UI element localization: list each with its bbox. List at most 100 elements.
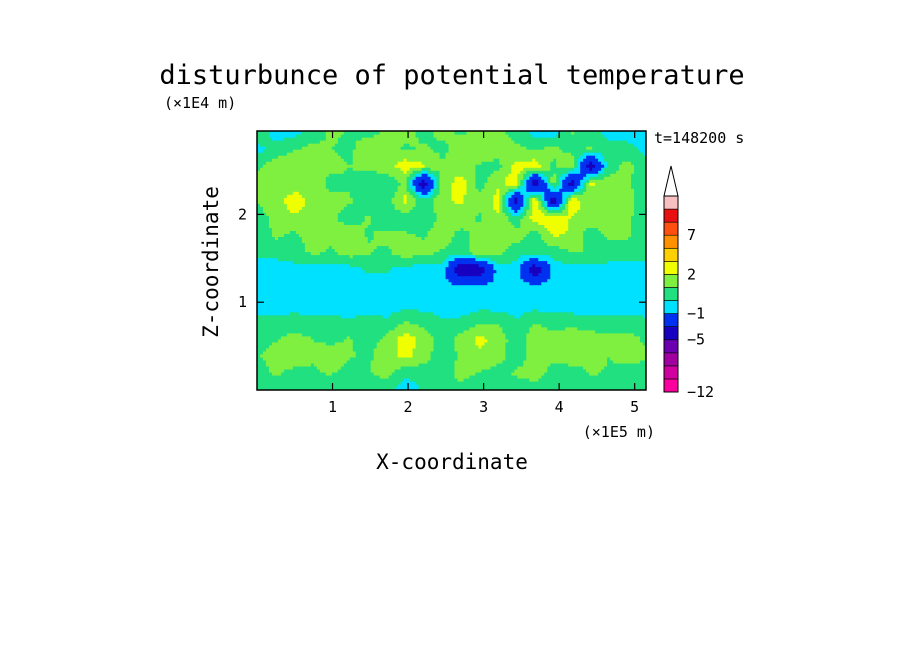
field-cell xyxy=(448,368,453,373)
field-cell xyxy=(574,326,578,331)
field-cell xyxy=(565,341,569,346)
field-cell xyxy=(604,305,608,310)
field-cell xyxy=(433,314,438,319)
field-cell xyxy=(265,380,270,385)
field-cell xyxy=(604,356,608,361)
field-cell xyxy=(505,323,509,328)
field-cell xyxy=(541,326,545,331)
field-cell xyxy=(370,335,375,340)
field-cell xyxy=(328,317,333,322)
field-cell xyxy=(601,302,605,307)
field-cell xyxy=(475,317,480,322)
field-cell xyxy=(415,317,420,322)
field-cell xyxy=(589,305,593,310)
field-cell xyxy=(289,374,294,379)
field-cell xyxy=(556,353,560,358)
field-cell xyxy=(418,335,423,340)
field-cell xyxy=(307,347,312,352)
field-cell xyxy=(466,326,471,331)
field-cell xyxy=(598,320,602,325)
field-cell xyxy=(274,341,279,346)
field-cell xyxy=(616,299,620,304)
field-cell xyxy=(499,362,503,367)
field-cell xyxy=(385,374,390,379)
field-cell xyxy=(574,350,578,355)
field-cell xyxy=(271,287,276,292)
field-cell xyxy=(619,362,623,367)
field-cell xyxy=(370,359,375,364)
field-cell xyxy=(370,347,375,352)
field-cell xyxy=(610,371,614,376)
field-cell xyxy=(529,293,533,298)
field-cell xyxy=(286,323,291,328)
field-cell xyxy=(448,356,453,361)
field-cell xyxy=(481,305,486,310)
field-cell xyxy=(583,332,587,337)
x-axis-label: X-coordinate xyxy=(376,450,528,474)
field-cell xyxy=(370,368,375,373)
field-cell xyxy=(634,365,638,370)
field-cell xyxy=(475,350,480,355)
field-cell xyxy=(619,302,623,307)
field-cell xyxy=(472,326,477,331)
field-cell xyxy=(373,305,378,310)
field-cell xyxy=(484,332,489,337)
field-cell xyxy=(574,335,578,340)
field-cell xyxy=(622,311,626,316)
field-cell xyxy=(520,314,524,319)
field-cell xyxy=(505,353,509,358)
field-cell xyxy=(505,326,509,331)
field-cell xyxy=(442,332,447,337)
field-cell xyxy=(526,362,530,367)
field-cell xyxy=(571,377,575,382)
field-cell xyxy=(583,356,587,361)
field-cell xyxy=(262,287,267,292)
field-cell xyxy=(451,296,456,301)
field-cell xyxy=(280,359,285,364)
field-cell xyxy=(553,326,557,331)
field-cell xyxy=(562,362,566,367)
field-cell xyxy=(616,341,620,346)
field-cell xyxy=(511,296,515,301)
field-cell xyxy=(430,365,435,370)
field-cell xyxy=(391,308,396,313)
field-cell xyxy=(634,299,638,304)
field-cell xyxy=(616,374,620,379)
field-cell xyxy=(622,383,626,388)
field-cell xyxy=(532,323,536,328)
field-cell xyxy=(257,299,261,304)
field-cell xyxy=(568,359,572,364)
field-cell xyxy=(409,305,414,310)
field-cell xyxy=(604,368,608,373)
field-cell xyxy=(577,374,581,379)
field-cell xyxy=(607,311,611,316)
field-cell xyxy=(325,299,330,304)
field-cell xyxy=(307,368,312,373)
field-cell xyxy=(379,371,384,376)
field-cell xyxy=(469,308,474,313)
field-cell xyxy=(277,371,282,376)
field-cell xyxy=(565,326,569,331)
field-cell xyxy=(541,350,545,355)
field-cell xyxy=(340,344,345,349)
field-cell xyxy=(505,362,509,367)
field-cell xyxy=(514,293,518,298)
field-cell xyxy=(463,344,468,349)
field-cell xyxy=(520,371,524,376)
field-cell xyxy=(577,290,581,295)
field-cell xyxy=(257,293,261,298)
field-cell xyxy=(532,305,536,310)
field-cell xyxy=(349,380,354,385)
field-cell xyxy=(337,353,342,358)
contour-field xyxy=(257,131,646,390)
field-cell xyxy=(610,299,614,304)
field-cell xyxy=(307,305,312,310)
field-cell xyxy=(475,356,480,361)
field-cell xyxy=(382,359,387,364)
field-cell xyxy=(460,347,465,352)
field-cell xyxy=(643,383,646,388)
field-cell xyxy=(310,371,315,376)
field-cell xyxy=(448,314,453,319)
field-cell xyxy=(457,347,462,352)
field-cell xyxy=(367,311,372,316)
